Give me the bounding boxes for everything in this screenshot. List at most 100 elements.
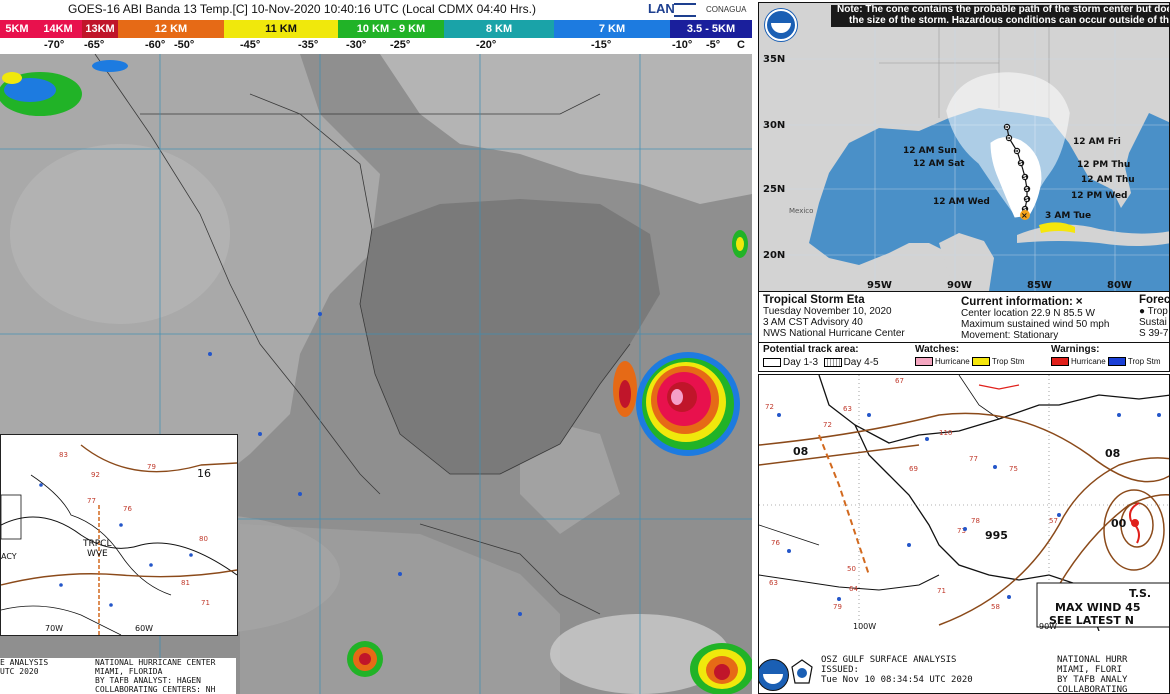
scale-tick: C <box>737 39 745 51</box>
forecast-line: Sustai <box>1139 317 1167 328</box>
footer-right: NATIONAL HURR MIAMI, FLORI BY TAFB ANALY… <box>1057 655 1128 694</box>
scale-tick: -50° <box>174 39 195 51</box>
station-value: 79 <box>147 463 156 471</box>
station-value: 67 <box>895 377 904 385</box>
scale-tick: -30° <box>346 39 367 51</box>
lat-label: 35N <box>763 54 785 65</box>
station-value: 77 <box>969 455 978 463</box>
lon-label: 90W <box>947 280 972 291</box>
satellite-title: GOES-16 ABI Banda 13 Temp.[C] 10-Nov-202… <box>68 2 536 16</box>
footer-line: BY TAFB ANALY <box>1057 675 1128 685</box>
watch-trop-swatch <box>971 357 990 367</box>
track-label: 12 AM Sat <box>913 159 965 169</box>
cone-info: Tropical Storm Eta Tuesday November 10, … <box>759 291 1170 371</box>
station-value: 110 <box>939 429 952 437</box>
surface-analysis-panel: 08 08 995 00 72 67 63 72 110 77 69 75 78… <box>758 374 1170 694</box>
lan-logo-mark-icon <box>674 3 696 17</box>
isobar-label: 08 <box>1105 447 1120 460</box>
isobar-label: 995 <box>985 529 1008 542</box>
station-value: 76 <box>771 539 780 547</box>
station-value: 58 <box>991 603 1000 611</box>
box-line: T.S. <box>1129 587 1151 600</box>
inset-footer-right: NATIONAL HURRICANE CENTER MIAMI, FLORIDA… <box>95 658 237 694</box>
watch-hurricane-label: Hurricane <box>935 357 970 366</box>
lat-label: 20N <box>763 250 785 261</box>
scale-tick: -70° <box>44 39 65 51</box>
station-value: 64 <box>849 585 858 593</box>
station-value: 81 <box>181 579 190 587</box>
scale-tick: -35° <box>298 39 319 51</box>
day13-swatch <box>763 357 781 367</box>
lon-label: 80W <box>1107 280 1132 291</box>
lon-label: 70W <box>45 624 63 633</box>
scale-tick: -10° <box>672 39 693 51</box>
forecast-title: Forec <box>1139 294 1170 306</box>
isobar-label: 08 <box>793 445 808 458</box>
storm-date: Tuesday November 10, 2020 <box>763 306 892 317</box>
lon-label: 60W <box>135 624 153 633</box>
trough-label-2: WVE <box>87 549 108 559</box>
scale-band: 12 KM <box>118 20 224 38</box>
scale-band-label: 7 KM <box>598 23 626 35</box>
warn-trop-swatch <box>1107 357 1126 367</box>
day45-label: Day 4-5 <box>843 357 879 368</box>
scale-ticks: -70° -65° -60° -50° -45° -35° -30° -25° … <box>0 38 752 54</box>
footer-line: OSZ GULF SURFACE ANALYSIS <box>821 655 957 665</box>
noaa-logo-icon <box>759 659 789 691</box>
inset-tropical-analysis: 16 TRPCL WVE 70W 60W ACY 92 79 83 77 76 … <box>0 434 238 636</box>
scale-band-label: 13KM <box>85 23 115 35</box>
track-label: 3 AM Tue <box>1045 211 1091 221</box>
footer-line: NATIONAL HURR <box>1057 655 1128 665</box>
station-value: 77 <box>87 497 96 505</box>
scale-band-label: 11 KM <box>265 23 297 35</box>
footer-line: COLLABORATING CENTERS: NH <box>95 685 216 694</box>
day13-label: Day 1-3 <box>783 357 819 368</box>
storm-name: Tropical Storm Eta <box>763 294 865 306</box>
station-value: 72 <box>765 403 774 411</box>
box-label: ACY <box>1 552 17 561</box>
footer-line: COLLABORATING <box>1057 685 1128 694</box>
svg-text:×: × <box>1021 211 1028 220</box>
isobar-label: 00 <box>1111 517 1127 530</box>
svg-text:D: D <box>1015 149 1019 155</box>
scale-band-label: 14KM <box>43 23 73 35</box>
station-value: 71 <box>201 599 210 607</box>
satellite-header: GOES-16 ABI Banda 13 Temp.[C] 10-Nov-202… <box>0 0 752 20</box>
svg-text:S: S <box>1023 175 1027 181</box>
scale-band: 11 KM <box>224 20 338 38</box>
station-value: 80 <box>199 535 208 543</box>
inset-footer-left: E ANALYSIS UTC 2020 <box>0 658 236 694</box>
track-label: 12 AM Thu <box>1081 175 1135 185</box>
scale-band-label: 3.5 - 5KM <box>686 23 736 35</box>
station-value: 79 <box>833 603 842 611</box>
station-value: 57 <box>1049 517 1058 525</box>
footer-line: UTC 2020 <box>0 667 39 676</box>
x-icon: × <box>1075 294 1083 308</box>
scale-band: 5KM <box>0 20 34 38</box>
track-label: 12 AM Sun <box>903 146 957 156</box>
track-label: 12 AM Fri <box>1073 137 1121 147</box>
station-value: 76 <box>123 505 132 513</box>
scale-tick: -65° <box>84 39 105 51</box>
current-info: Current information: × Center location 2… <box>961 294 1109 341</box>
potential-track-legend: Potential track area: Day 1-3 Day 4-5 <box>763 344 879 368</box>
track-label: 12 AM Wed <box>933 197 990 207</box>
storm-info: Tropical Storm Eta Tuesday November 10, … <box>763 294 905 339</box>
scale-band: 3.5 - 5KM <box>670 20 752 38</box>
hurricane-eta-cloud <box>613 352 740 456</box>
station-value: 50 <box>847 565 856 573</box>
station-value: 69 <box>909 465 918 473</box>
temperature-scale: 5KM 14KM 13KM 12 KM 11 KM 10 KM - 9 KM 8… <box>0 20 752 38</box>
trough-label: TRPCL <box>82 539 111 549</box>
legend-divider <box>759 342 1169 343</box>
footer-line: MIAMI, FLORI <box>1057 665 1123 675</box>
svg-text:S: S <box>1025 187 1029 193</box>
watches-legend: Watches: Hurricane Trop Stm <box>915 344 1025 367</box>
storm-center: NWS National Hurricane Center <box>763 328 905 339</box>
watch-hurricane-swatch <box>915 357 933 367</box>
svg-text:S: S <box>1019 161 1023 167</box>
cloud-cluster-northwest <box>0 60 128 116</box>
surface-map: 08 08 995 00 72 67 63 72 110 77 69 75 78… <box>759 375 1169 631</box>
lat-label: 30N <box>763 120 785 131</box>
